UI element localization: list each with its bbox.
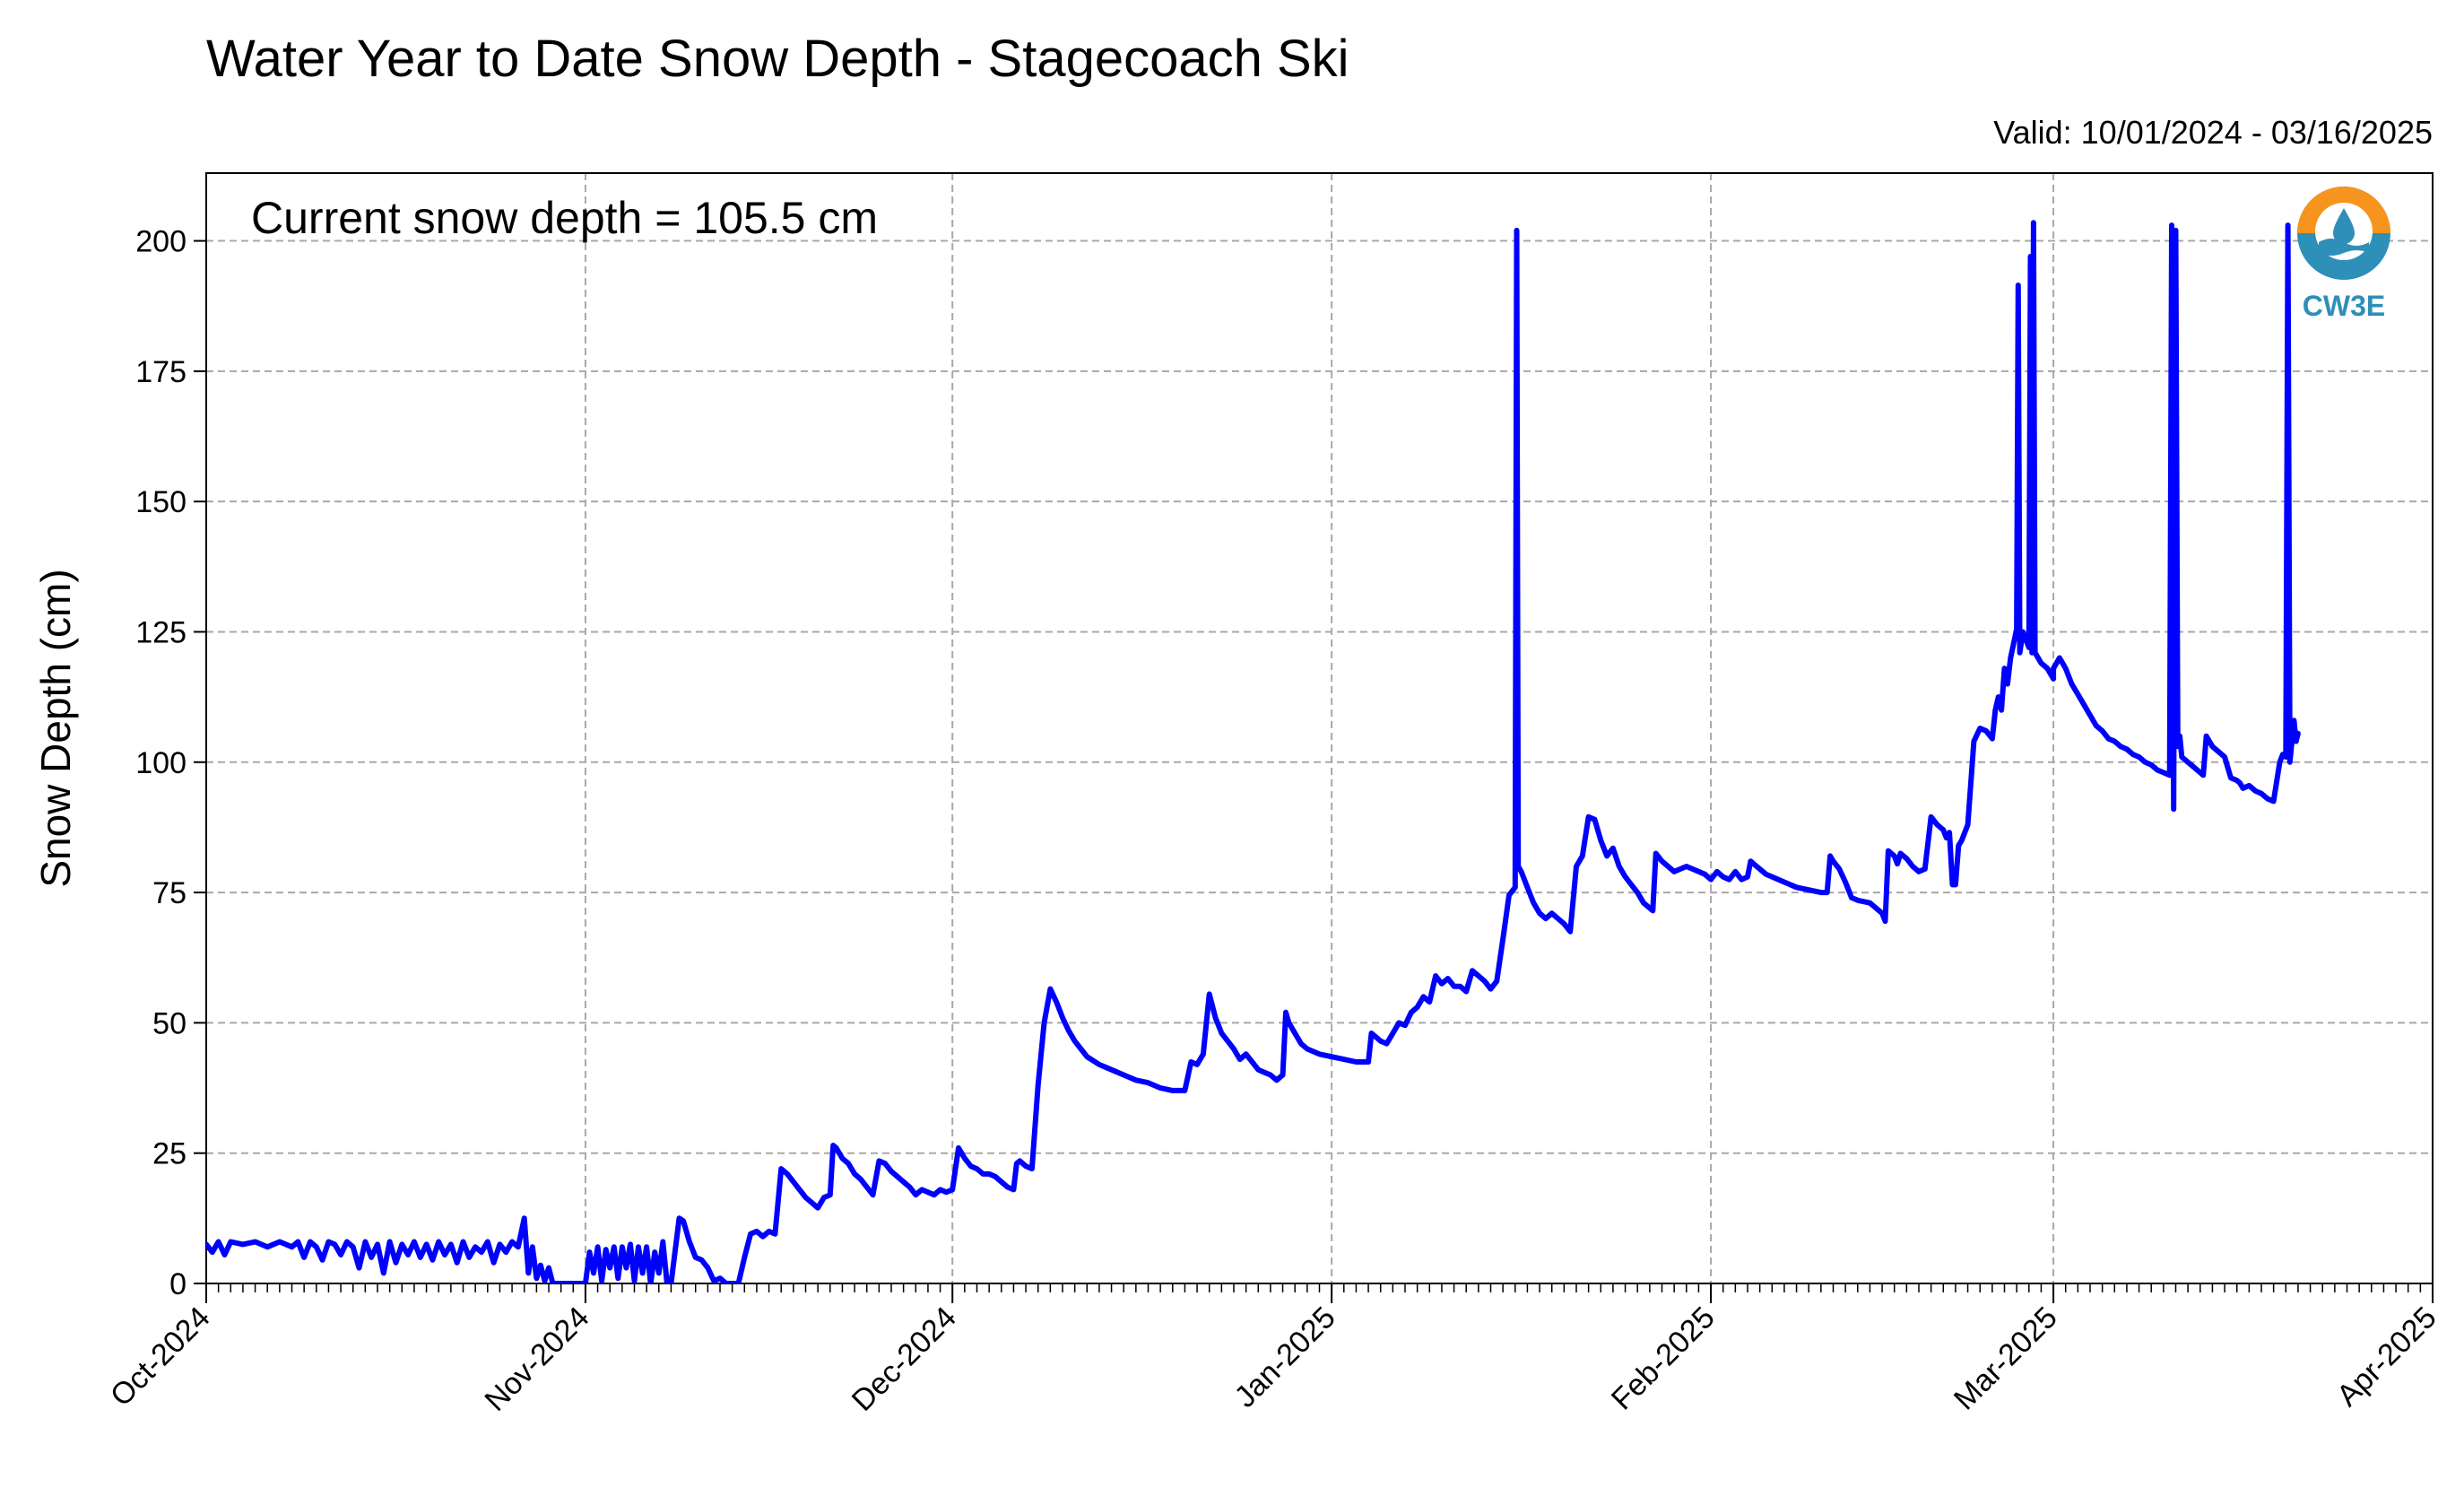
y-tick-label: 50 <box>152 1006 187 1040</box>
y-tick-label: 0 <box>169 1267 187 1301</box>
snow-depth-series-line <box>206 220 2301 1283</box>
valid-date-range: Valid: 10/01/2024 - 03/16/2025 <box>1993 114 2433 151</box>
cw3e-logo: CW3E <box>2297 187 2390 322</box>
y-tick-label: 175 <box>135 355 187 389</box>
water-drop-logo-icon <box>2297 187 2390 280</box>
y-tick-label: 75 <box>152 876 187 910</box>
y-axis: 0 25 50 75 100 125 150 175 200 <box>135 225 206 1301</box>
current-snow-depth-annotation: Current snow depth = 105.5 cm <box>251 193 878 243</box>
y-tick-label: 125 <box>135 615 187 649</box>
grid-lines <box>206 173 2433 1283</box>
logo-label: CW3E <box>2303 290 2385 322</box>
y-tick-label: 25 <box>152 1137 187 1171</box>
chart-title: Water Year to Date Snow Depth - Stagecoa… <box>206 30 1349 88</box>
y-tick-label: 150 <box>135 485 187 519</box>
y-tick-label: 100 <box>135 746 187 780</box>
y-axis-label: Snow Depth (cm) <box>32 569 79 887</box>
y-tick-label: 200 <box>135 225 187 259</box>
